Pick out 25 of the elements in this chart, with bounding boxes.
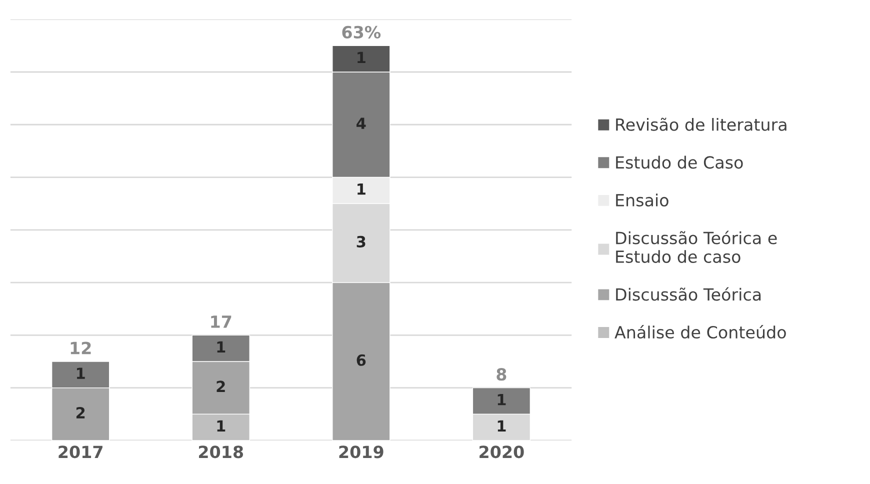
data-label: 1 xyxy=(217,420,226,432)
annotation: 8 xyxy=(496,368,506,381)
x-tick-label: 2019 xyxy=(339,446,384,458)
data-label: 1 xyxy=(358,184,366,195)
annotation: 63% xyxy=(342,26,381,38)
data-label: 1 xyxy=(76,368,85,379)
legend-label: Estudo de Caso xyxy=(616,156,743,169)
data-label: 2 xyxy=(216,380,225,392)
annotation: 12 xyxy=(70,342,91,354)
annotation: 17 xyxy=(211,316,232,328)
data-label: 2 xyxy=(76,407,85,418)
legend-label: Discussão Teórica xyxy=(616,287,761,301)
data-label: 1 xyxy=(217,341,226,353)
data-label: 6 xyxy=(356,354,366,366)
data-label: 3 xyxy=(356,236,366,248)
legend-label: Análise de Conteúdo xyxy=(614,324,786,339)
x-tick-label: 2020 xyxy=(480,446,524,458)
data-label: 1 xyxy=(498,420,506,432)
legend-label: Ensaio xyxy=(616,194,668,207)
x-tick-label: 2017 xyxy=(58,446,102,458)
data-label: 4 xyxy=(356,118,366,129)
legend-label: Revisão de literatura xyxy=(616,118,786,131)
legend-label: Discussão Teórica e Estudo de caso xyxy=(616,230,777,263)
x-tick-label: 2018 xyxy=(198,446,244,458)
data-label: 1 xyxy=(498,394,506,406)
